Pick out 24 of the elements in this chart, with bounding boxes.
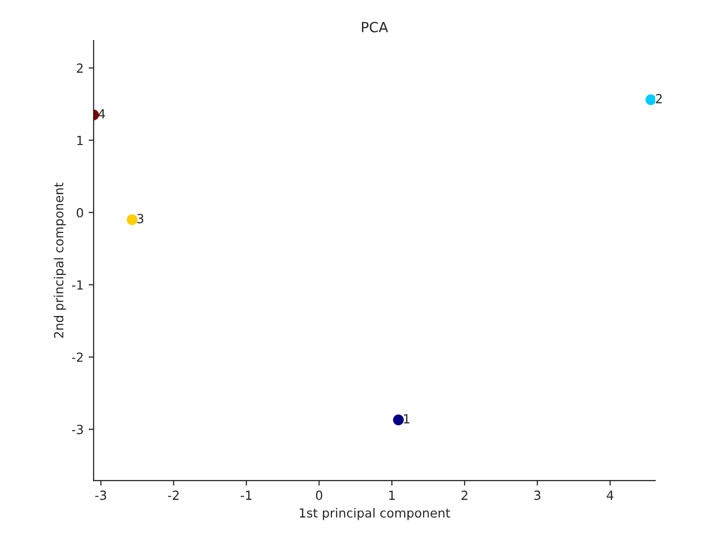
x-axis-title: 1st principal component [300,508,450,520]
x-tick-label: -2 [168,490,179,500]
annotation: 4 [98,109,106,118]
x-tick-label: 2 [462,490,468,500]
y-tick-label: -2 [72,352,83,362]
point [126,214,138,226]
chart-title: PCA [362,22,388,32]
x-tick-label: -1 [240,490,252,500]
y-tick-label: 2 [76,63,83,73]
y-tick-label: -3 [72,424,83,434]
x-tick-label: 1 [389,490,395,500]
y-axis-title: 2nd principal component [54,182,66,338]
x-tick-label: 0 [316,490,322,500]
annotation: 1 [404,414,410,424]
annotation: 3 [137,214,144,224]
point [393,414,404,426]
point [645,94,656,106]
x-tick-label: -3 [95,490,106,500]
y-tick-label: 0 [76,208,84,218]
y-tick-label: 1 [77,136,83,145]
annotation: 2 [656,94,662,104]
x-tick-label: 4 [606,490,614,500]
x-tick-label: 3 [534,490,540,500]
y-tick-label: -1 [72,280,83,290]
